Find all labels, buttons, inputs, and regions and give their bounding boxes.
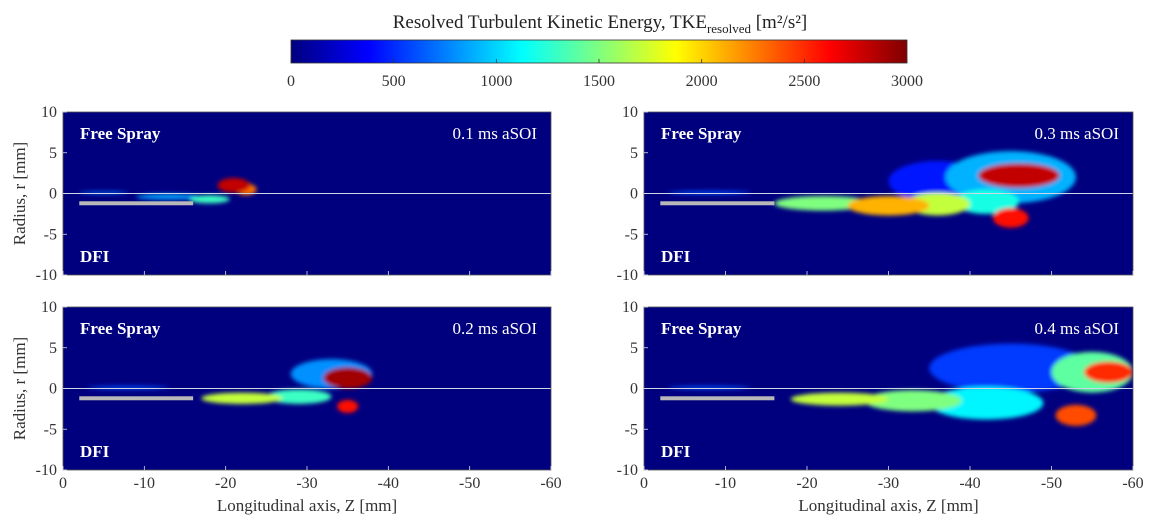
heatmap-blob [978, 163, 1060, 188]
heatmap-blob [136, 193, 202, 200]
y-tick-label: -5 [44, 421, 57, 438]
injector-bar [660, 396, 775, 401]
colorbar: Resolved Turbulent Kinetic Energy, TKEre… [287, 12, 923, 90]
time-label: 0.1 ms aSOI [452, 124, 537, 143]
heatmap-blob [847, 195, 930, 216]
x-tick-label: -20 [796, 475, 817, 492]
y-tick-label: 10 [622, 104, 638, 121]
x-tick-label: -50 [1041, 475, 1062, 492]
heatmap-field [668, 151, 1076, 228]
heatmap-blob [774, 195, 873, 211]
heatmap-blob [929, 386, 1044, 420]
x-tick-label: -10 [134, 475, 155, 492]
panel-1: Free Spray DFI 0.1 ms aSOI 10 5 0 -5 -10 Radius,… [10, 104, 552, 284]
x-tick-label: -10 [715, 475, 736, 492]
colorbar-tick-label: 1500 [583, 73, 615, 90]
panel-2: Free Spray DFI 0.3 ms aSOI 10 5 0 -5 -10 [617, 104, 1134, 284]
y-tick-label: 5 [49, 145, 57, 162]
y-tick-label: -5 [625, 421, 638, 438]
x-tick-label: 0 [59, 475, 67, 492]
colorbar-tick-label: 1000 [480, 73, 512, 90]
x-tick-label: 0 [640, 475, 648, 492]
dfi-label: DFI [661, 442, 691, 461]
x-axis-label: Longitudinal axis, Z [mm] [217, 496, 397, 515]
y-tick-label: -10 [617, 462, 638, 479]
x-tick-label: -50 [459, 475, 480, 492]
y-tick-label: 5 [630, 145, 638, 162]
y-tick-label: -5 [625, 226, 638, 243]
y-tick-label: 0 [49, 381, 57, 398]
y-tick-label: 5 [630, 340, 638, 357]
heatmap-field [79, 178, 257, 204]
colorbar-tick-label: 2500 [788, 73, 820, 90]
heatmap-blob [323, 367, 373, 389]
heatmap-blob [864, 390, 962, 412]
heatmap-blob [1055, 404, 1097, 426]
free-spray-label: Free Spray [80, 319, 161, 338]
colorbar-tick-label: 2000 [686, 73, 718, 90]
y-tick-label: 10 [622, 299, 638, 316]
x-tick-label: -30 [878, 475, 899, 492]
free-spray-label: Free Spray [661, 319, 742, 338]
free-spray-label: Free Spray [80, 124, 161, 143]
heatmap-field [668, 343, 1133, 426]
time-label: 0.4 ms aSOI [1034, 319, 1119, 338]
x-tick-label: -40 [959, 475, 980, 492]
dfi-label: DFI [661, 247, 691, 266]
y-tick-label: 10 [41, 104, 57, 121]
y-tick-label: 0 [49, 186, 57, 203]
colorbar-tick-label: 3000 [891, 73, 923, 90]
colorbar-title: Resolved Turbulent Kinetic Energy, TKEre… [393, 12, 807, 36]
dfi-label: DFI [80, 442, 110, 461]
y-tick-label: 10 [41, 299, 57, 316]
heatmap-blob [189, 195, 230, 204]
heatmap-blob [992, 208, 1029, 228]
heatmap-blob [266, 389, 332, 404]
colorbar-ticks: 0 500 1000 1500 2000 2500 3000 [287, 59, 923, 90]
heatmap-blob [201, 392, 283, 404]
free-spray-label: Free Spray [661, 124, 742, 143]
heatmap-blob [790, 392, 889, 406]
time-label: 0.3 ms aSOI [1034, 124, 1119, 143]
y-tick-label: 5 [49, 340, 57, 357]
dfi-label: DFI [80, 247, 110, 266]
y-tick-label: -5 [44, 226, 57, 243]
y-tick-label: -10 [36, 462, 57, 479]
x-axis-label: Longitudinal axis, Z [mm] [798, 496, 978, 515]
y-tick-label: -10 [617, 267, 638, 284]
y-tick-label: 0 [630, 381, 638, 398]
y-axis-label: Radius, r [mm] [10, 337, 29, 440]
heatmap-blob [1084, 361, 1133, 383]
y-tick-label: -10 [36, 267, 57, 284]
y-tick-label: 0 [630, 186, 638, 203]
x-tick-label: -40 [378, 475, 399, 492]
heatmap-blob [217, 178, 251, 193]
time-label: 0.2 ms aSOI [452, 319, 537, 338]
injector-bar [79, 201, 194, 206]
colorbar-tick-label: 500 [382, 73, 406, 90]
heatmap-blob [929, 343, 1093, 393]
x-tick-label: -20 [215, 475, 236, 492]
heatmap-blob [337, 399, 359, 413]
y-axis-label: Radius, r [mm] [10, 142, 29, 245]
x-tick-label: -60 [1122, 475, 1143, 492]
panels: Free Spray DFI 0.1 ms aSOI 10 5 0 -5 -10 Radius,… [10, 104, 1144, 515]
x-tick-label: -30 [296, 475, 317, 492]
injector-bar [660, 201, 775, 206]
colorbar-tick-label: 0 [287, 73, 295, 90]
x-tick-label: -60 [540, 475, 561, 492]
injector-bar [79, 396, 194, 401]
heatmap-blob [953, 189, 1019, 214]
